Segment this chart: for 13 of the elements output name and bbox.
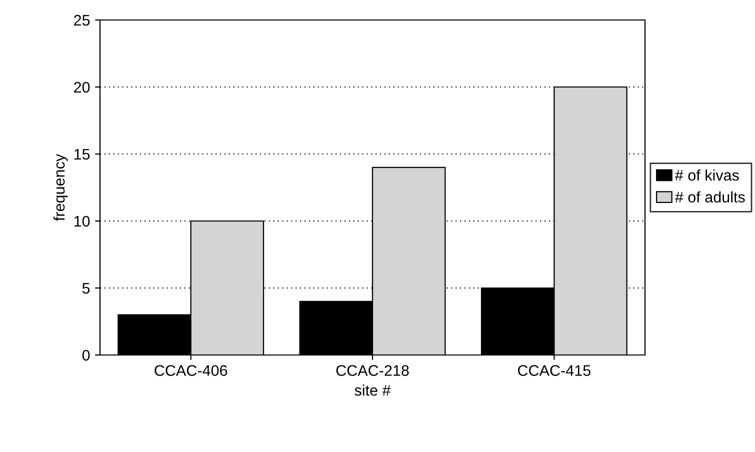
legend-label: # of kivas — [674, 169, 739, 181]
x-tick-label: CCAC-415 — [518, 365, 590, 376]
y-tick-label: 0 — [82, 350, 90, 361]
y-tick-label: 10 — [74, 216, 90, 227]
y-tick-label: 20 — [74, 82, 90, 93]
x-tick-label: CCAC-406 — [154, 365, 228, 376]
x-tick-label: CCAC-218 — [336, 365, 409, 376]
x-axis-title: site # — [354, 384, 391, 396]
y-tick-label: 5 — [82, 283, 90, 294]
y-tick-label: 25 — [74, 14, 90, 26]
y-tick-label: 15 — [74, 149, 90, 160]
y-axis-title: frequency — [54, 154, 68, 221]
legend-label: # of adults — [674, 191, 745, 203]
